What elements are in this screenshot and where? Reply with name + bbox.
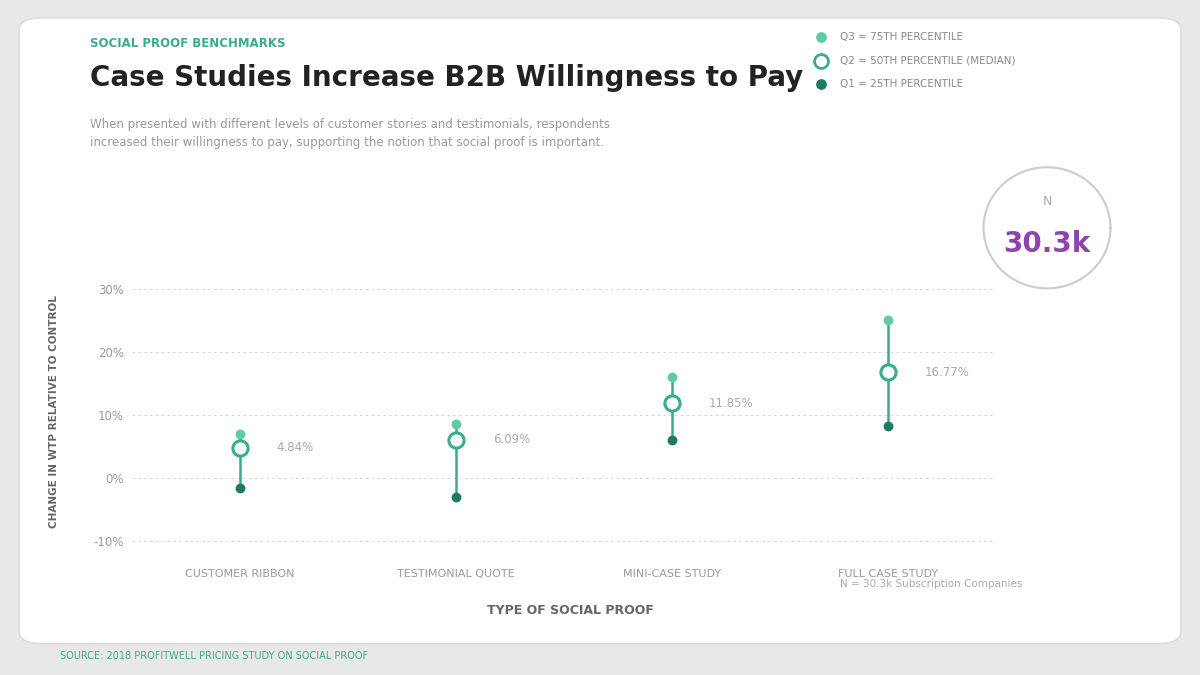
Text: N: N: [1043, 195, 1051, 208]
Text: Q1 = 25TH PERCENTILE: Q1 = 25TH PERCENTILE: [840, 80, 964, 89]
Point: [446, 491, 466, 502]
Point: [662, 398, 682, 408]
Point: [662, 372, 682, 383]
Text: TYPE OF SOCIAL PROOF: TYPE OF SOCIAL PROOF: [486, 604, 654, 618]
Point: [230, 442, 250, 453]
Text: 11.85%: 11.85%: [709, 397, 754, 410]
Text: Q2 = 50TH PERCENTILE (MEDIAN): Q2 = 50TH PERCENTILE (MEDIAN): [840, 56, 1015, 65]
Point: [811, 55, 830, 66]
Text: 4.84%: 4.84%: [277, 441, 314, 454]
Point: [230, 429, 250, 439]
Text: Case Studies Increase B2B Willingness to Pay: Case Studies Increase B2B Willingness to…: [90, 64, 803, 92]
Text: SOCIAL PROOF BENCHMARKS: SOCIAL PROOF BENCHMARKS: [90, 37, 286, 50]
Text: 30.3k: 30.3k: [1003, 230, 1091, 258]
Point: [446, 434, 466, 445]
Point: [811, 79, 830, 90]
Text: SOURCE: 2018 PROFITWELL PRICING STUDY ON SOCIAL PROOF: SOURCE: 2018 PROFITWELL PRICING STUDY ON…: [60, 651, 368, 661]
FancyBboxPatch shape: [19, 18, 1181, 644]
Point: [878, 315, 898, 325]
Point: [662, 435, 682, 446]
Text: N = 30.3k Subscription Companies: N = 30.3k Subscription Companies: [840, 579, 1022, 589]
Text: 6.09%: 6.09%: [493, 433, 530, 446]
Point: [230, 482, 250, 493]
Point: [878, 421, 898, 432]
Point: [878, 367, 898, 377]
Point: [811, 32, 830, 43]
Text: Q3 = 75TH PERCENTILE: Q3 = 75TH PERCENTILE: [840, 32, 964, 42]
Text: When presented with different levels of customer stories and testimonials, respo: When presented with different levels of …: [90, 118, 610, 149]
Text: 16.77%: 16.77%: [925, 366, 970, 379]
Text: CHANGE IN WTP RELATIVE TO CONTROL: CHANGE IN WTP RELATIVE TO CONTROL: [49, 296, 59, 528]
Point: [446, 419, 466, 430]
